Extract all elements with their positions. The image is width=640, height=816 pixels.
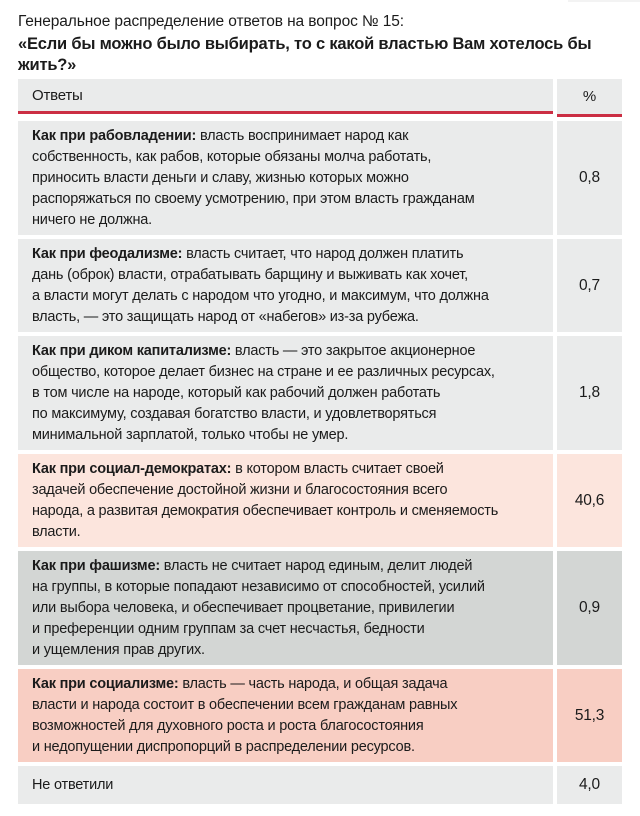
percent-value: 0,7 [557, 239, 622, 332]
answer-cell: Не ответили [18, 766, 553, 804]
table-row-social-democrats: Как при социал-демократах: в котором вла… [18, 454, 622, 547]
percent-value: 4,0 [557, 766, 622, 804]
percent-value: 1,8 [557, 336, 622, 450]
answer-text: власть воспринимает народ как собственно… [32, 128, 475, 228]
answer-cell: Как при феодализме: власть считает, что … [18, 239, 553, 332]
scan-edge-artifact [568, 0, 640, 2]
column-header-answers: Ответы [18, 79, 553, 114]
answer-bold-label: Как при феодализме: [32, 246, 183, 262]
answer-cell: Как при диком капитализме: власть — это … [18, 336, 553, 450]
answer-cell: Как при социализме: власть — часть народ… [18, 669, 553, 762]
table-row-socialism: Как при социализме: власть — часть народ… [18, 669, 622, 762]
answer-bold-label: Как при фашизме: [32, 558, 160, 574]
percent-value: 0,8 [557, 121, 622, 235]
column-header-percent: % [557, 79, 622, 117]
results-table: Ответы % Как при рабовладении: власть во… [18, 79, 622, 808]
percent-value: 0,9 [557, 551, 622, 665]
answer-text: власть — это закрытое акционерное общест… [32, 343, 495, 443]
table-row-feudalism: Как при феодализме: власть считает, что … [18, 239, 622, 332]
survey-title: Генеральное распределение ответов на воп… [18, 12, 622, 76]
percent-value: 40,6 [557, 454, 622, 547]
answer-bold-label: Как при социализме: [32, 676, 179, 692]
table-row-slavery: Как при рабовладении: власть воспринимае… [18, 121, 622, 235]
table-header-row: Ответы % [18, 79, 622, 117]
answer-cell: Как при фашизме: власть не считает народ… [18, 551, 553, 665]
answer-bold-label: Как при социал-демократах: [32, 461, 232, 477]
percent-value: 51,3 [557, 669, 622, 762]
answer-text: Не ответили [32, 776, 114, 793]
survey-title-line1: Генеральное распределение ответов на воп… [18, 13, 404, 30]
table-row-fascism: Как при фашизме: власть не считает народ… [18, 551, 622, 665]
answer-text: власть считает, что народ должен платить… [32, 246, 489, 325]
answer-cell: Как при рабовладении: власть воспринимае… [18, 121, 553, 235]
answer-text: в котором власть считает своей задачей о… [32, 461, 499, 540]
answer-bold-label: Как при диком капитализме: [32, 343, 232, 359]
table-row-wild-capitalism: Как при диком капитализме: власть — это … [18, 336, 622, 450]
answer-cell: Как при социал-демократах: в котором вла… [18, 454, 553, 547]
answer-text: власть не считает народ единым, делит лю… [32, 558, 485, 658]
answer-text: власть — часть народа, и общая задача вл… [32, 676, 458, 755]
survey-title-line2: «Если бы можно было выбирать, то с какой… [18, 35, 592, 74]
table-row-no-answer: Не ответили 4,0 [18, 766, 622, 804]
answer-bold-label: Как при рабовладении: [32, 128, 197, 144]
